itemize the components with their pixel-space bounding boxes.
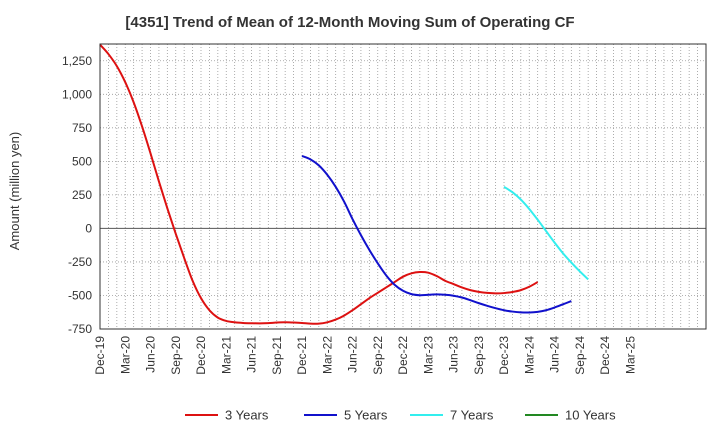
series-line-2 [301,155,572,314]
x-tick-label: Dec-19 [93,336,107,375]
legend-label-4: 10 Years [565,408,616,423]
y-tick-label: 0 [85,221,92,235]
x-tick-label: Mar-23 [421,336,435,374]
series-line-3 [503,185,589,281]
x-tick-label: Jun-24 [548,336,562,373]
x-tick-label: Mar-20 [118,336,132,374]
legend: 3 Years 5 Years 7 Years 10 Years [185,408,616,423]
y-tick-label: 500 [72,154,92,168]
grid-lines [100,44,706,330]
x-tick-label: Jun-20 [144,336,158,373]
x-tick-label: Mar-24 [522,336,536,374]
x-tick-label: Jun-23 [447,336,461,373]
y-axis-label: Amount (million yen) [7,132,22,251]
x-tick-label: Mar-25 [623,336,637,374]
y-tick-label: -750 [68,322,92,336]
y-tick-label: 250 [72,188,92,202]
x-tick-label: Sep-22 [371,336,385,375]
legend-label-2: 5 Years [344,408,388,423]
series-layer [99,43,589,325]
y-tick-label: 1,250 [62,54,92,68]
y-tick-label: 750 [72,121,92,135]
y-tick-labels: -750 -500 -250 0 250 500 750 1,000 1,250 [62,54,92,336]
x-tick-label: Sep-24 [573,336,587,375]
x-tick-label: Sep-23 [472,336,486,375]
x-tick-label: Jun-22 [346,336,360,373]
legend-label-1: 3 Years [225,408,269,423]
x-tick-label: Jun-21 [245,336,259,373]
plot-border [99,43,707,330]
y-tick-label: -500 [68,288,92,302]
x-tick-label: Dec-24 [598,336,612,375]
y-tick-label: -250 [68,255,92,269]
x-tick-label: Dec-22 [396,336,410,375]
x-tick-label: Sep-21 [270,336,284,375]
x-tick-label: Mar-21 [219,336,233,374]
chart-title: [4351] Trend of Mean of 12-Month Moving … [125,14,574,31]
legend-label-3: 7 Years [450,408,494,423]
x-tick-labels: Dec-19 Mar-20 Jun-20 Sep-20 Dec-20 Mar-21 Jun-… [93,336,637,375]
x-tick-label: Sep-20 [169,336,183,375]
y-tick-label: 1,000 [62,87,92,101]
x-tick-label: Dec-21 [295,336,309,375]
series-line-1 [99,43,539,325]
x-tick-label: Dec-23 [497,336,511,375]
x-tick-label: Dec-20 [194,336,208,375]
x-tick-label: Mar-22 [320,336,334,374]
